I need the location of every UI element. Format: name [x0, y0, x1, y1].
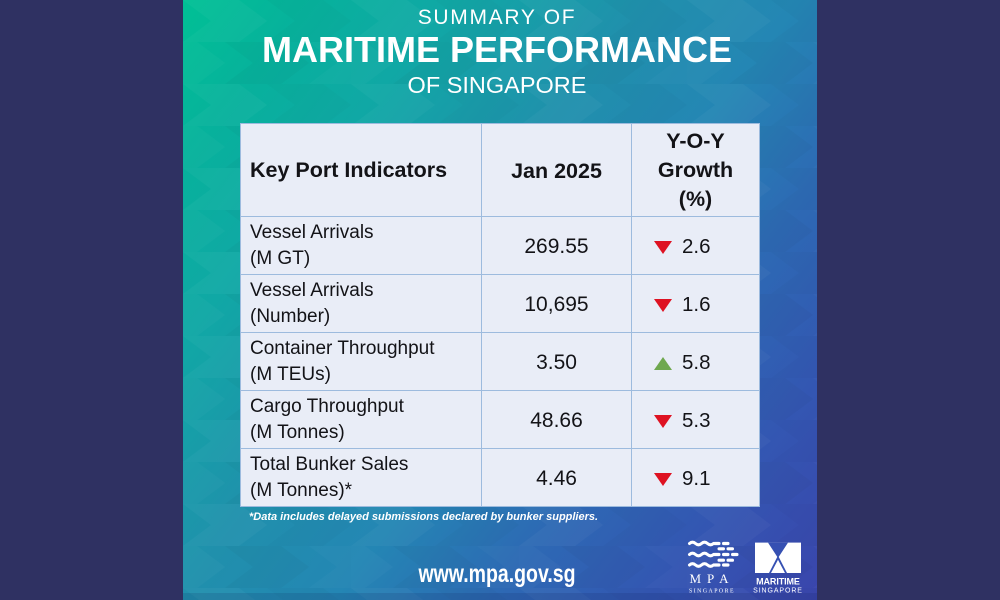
svg-text:SINGAPORE: SINGAPORE — [753, 588, 803, 595]
svg-text:MARITIME: MARITIME — [756, 577, 800, 587]
svg-text:MPA: MPA — [690, 571, 735, 586]
svg-text:SINGAPORE: SINGAPORE — [689, 589, 735, 595]
